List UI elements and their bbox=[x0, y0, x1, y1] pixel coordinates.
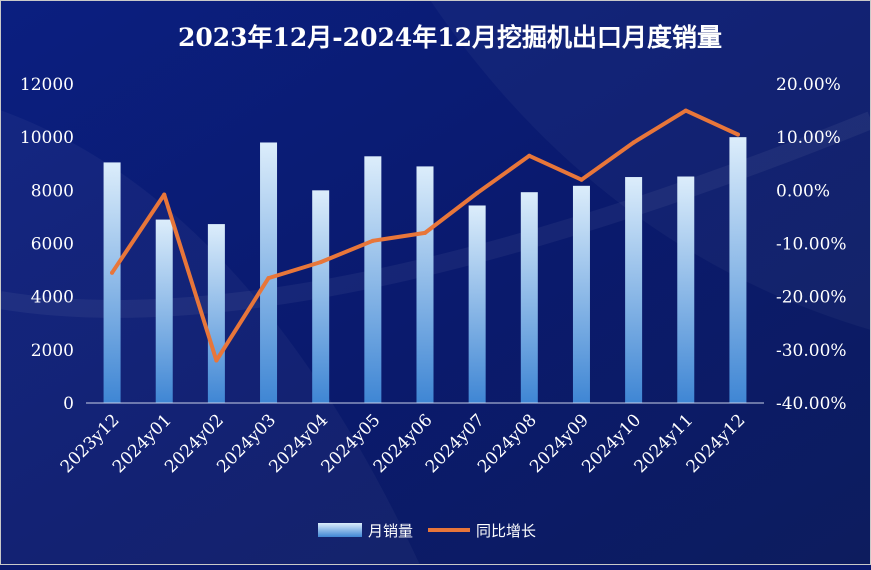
bar bbox=[729, 137, 747, 403]
line-point bbox=[370, 238, 375, 243]
right-tick-label: 20.00% bbox=[776, 75, 841, 95]
bar bbox=[207, 224, 225, 403]
right-tick-label: 0.00% bbox=[776, 181, 830, 201]
line-point bbox=[735, 132, 740, 137]
bar bbox=[572, 185, 590, 403]
bar bbox=[103, 162, 121, 403]
right-tick-label: 10.00% bbox=[776, 128, 841, 148]
left-axis: 0 2000 4000 6000 8000 10000 12000 bbox=[20, 75, 74, 414]
left-tick-label: 10000 bbox=[20, 128, 74, 148]
line-point bbox=[162, 192, 167, 197]
legend: 月销量 同比增长 bbox=[318, 522, 536, 540]
bar bbox=[312, 190, 330, 403]
line-point bbox=[110, 270, 115, 275]
legend-line-label: 同比增长 bbox=[476, 522, 536, 540]
chart-title: 2023年12月-2024年12月挖掘机出口月度销量 bbox=[178, 23, 722, 52]
line-point bbox=[423, 230, 427, 235]
line-series bbox=[110, 108, 740, 363]
right-tick-label: -10.00% bbox=[776, 235, 847, 255]
line-point bbox=[579, 177, 584, 182]
line-point bbox=[631, 140, 636, 145]
right-tick-label: -20.00% bbox=[776, 288, 847, 308]
left-tick-label: 12000 bbox=[20, 75, 74, 95]
bar bbox=[260, 142, 278, 403]
line-point bbox=[318, 260, 323, 265]
left-tick-label: 6000 bbox=[31, 235, 74, 255]
line-point bbox=[214, 358, 219, 363]
bar-series bbox=[103, 137, 747, 403]
bar bbox=[677, 176, 695, 403]
legend-bar-swatch bbox=[318, 523, 362, 537]
line-point bbox=[475, 190, 480, 195]
line-point bbox=[527, 153, 532, 158]
left-tick-label: 4000 bbox=[31, 288, 74, 308]
line-point bbox=[683, 108, 688, 113]
right-tick-label: -30.00% bbox=[776, 341, 847, 361]
bar bbox=[416, 166, 434, 403]
bar bbox=[364, 156, 382, 403]
bar bbox=[468, 205, 486, 403]
bar bbox=[625, 177, 643, 403]
bar bbox=[155, 219, 173, 403]
bar bbox=[520, 192, 538, 403]
right-axis: -40.00% -30.00% -20.00% -10.00% 0.00% 10.00% 2… bbox=[776, 75, 847, 414]
left-tick-label: 2000 bbox=[31, 341, 74, 361]
line-point bbox=[266, 276, 271, 281]
right-tick-label: -40.00% bbox=[776, 394, 847, 414]
left-tick-label: 0 bbox=[63, 394, 74, 414]
legend-bar-label: 月销量 bbox=[368, 522, 413, 540]
left-tick-label: 8000 bbox=[31, 181, 74, 201]
